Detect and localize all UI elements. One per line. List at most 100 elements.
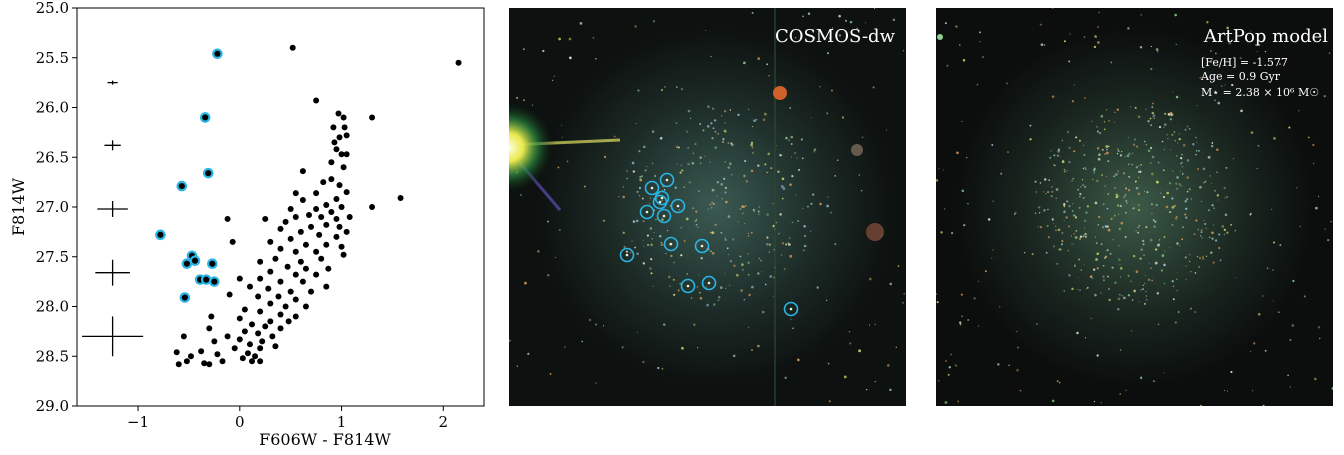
star [1208,236,1211,239]
star [1324,228,1327,230]
star [1193,233,1196,235]
star [1072,243,1074,245]
star [1085,288,1087,290]
star [1216,194,1220,197]
point [333,146,340,153]
star [1273,241,1276,244]
star [1205,227,1207,229]
point [313,248,320,255]
point [343,228,350,235]
star [1168,182,1172,185]
star [1119,294,1121,296]
point [236,336,243,343]
point [155,229,166,241]
star [1034,212,1037,214]
star [1104,185,1106,187]
star [1224,197,1226,199]
star [1092,169,1096,172]
star [1060,243,1064,246]
y-tick-label: 25.5 [36,49,69,67]
star [1133,289,1137,293]
star [1210,182,1213,185]
star [937,379,940,382]
bright-star [509,8,906,406]
star [1303,295,1306,298]
star [1056,262,1059,265]
point [219,358,226,365]
star [1105,175,1107,178]
star [1165,205,1169,209]
point [287,288,294,295]
star [1152,219,1155,221]
star [1098,11,1100,14]
star [1151,212,1153,215]
star [1169,246,1171,249]
star [1097,224,1099,226]
star [1066,200,1069,203]
x-tick-label: 2 [439,413,449,431]
star [1240,109,1243,113]
star [1150,267,1152,270]
star [1163,126,1165,128]
star [1270,208,1273,211]
star [1104,225,1108,228]
point [257,308,264,315]
star [1111,266,1114,269]
point [285,318,292,325]
star [1084,168,1087,171]
star [1084,220,1086,222]
star [1102,275,1105,278]
star [1057,148,1060,151]
star [1197,168,1199,170]
point [236,315,243,322]
star [1046,224,1049,228]
star [1119,263,1121,265]
star [1082,196,1085,199]
star [1163,123,1167,127]
star [1211,231,1214,235]
image-panel: ArtPop model [Fe/H] = -1.577 Age = 0.9 G… [936,8,1333,406]
star [1200,200,1203,203]
star [1023,251,1026,254]
star [1123,183,1126,185]
star [1138,165,1140,167]
star [1039,23,1042,26]
star [1197,228,1200,231]
star [1073,233,1075,235]
star [1142,284,1145,286]
star [1119,276,1122,278]
star [937,34,943,40]
point [333,233,340,240]
star [1209,251,1213,254]
star [1127,136,1130,139]
star [1174,139,1176,142]
star [1124,155,1126,158]
point [241,306,248,313]
point [308,288,315,295]
image-stars [936,8,1333,406]
star [1078,237,1082,240]
star [1157,323,1160,326]
star [1174,217,1178,220]
star [1144,282,1146,285]
marked-stars [619,172,799,317]
star [1178,183,1181,186]
star [1217,101,1221,105]
star [1078,277,1080,279]
point [336,134,343,141]
star [1150,146,1153,150]
star [1063,210,1066,214]
point [206,361,213,368]
star [1132,143,1136,146]
star [1128,152,1131,156]
star [1043,44,1046,46]
point [267,300,274,307]
star [1084,232,1087,236]
star [1315,206,1318,210]
star [1157,161,1160,164]
point [224,333,231,340]
star [1077,188,1079,191]
star [960,293,963,296]
star [1121,150,1123,153]
star [1209,174,1212,177]
